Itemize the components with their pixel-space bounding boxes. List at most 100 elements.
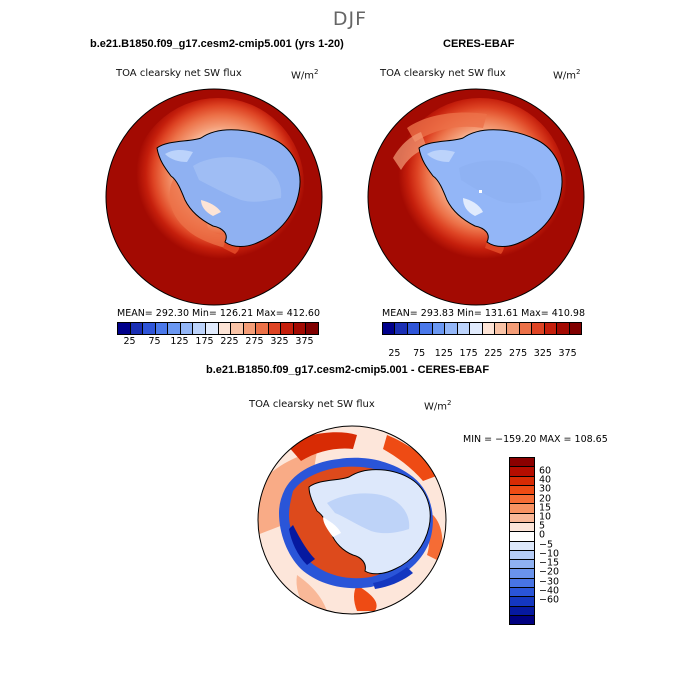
obs-variable-label: TOA clearsky net SW flux — [380, 68, 506, 79]
diff-colorbar-tick-label: −15 — [539, 557, 560, 569]
obs-colorbar-tick-label: 225 — [484, 348, 503, 359]
diff-colorbar-swatch — [510, 504, 534, 514]
obs-polar-map — [367, 88, 585, 306]
diff-colorbar-tick-label: 5 — [539, 520, 546, 532]
model-panel-title: b.e21.B1850.f09_g17.cesm2-cmip5.001 (yrs… — [90, 38, 344, 50]
model-colorbar-swatch — [118, 323, 131, 334]
obs-stats: MEAN= 293.83 Min= 131.61 Max= 410.98 — [382, 308, 586, 319]
model-colorbar-tick-label: 125 — [170, 336, 189, 347]
obs-colorbar-tick-label: 275 — [509, 348, 528, 359]
diff-colorbar-swatch — [510, 532, 534, 542]
diff-colorbar-tick-label: 30 — [539, 483, 552, 495]
diff-colorbar-swatch — [510, 467, 534, 477]
diff-colorbar-tick-label: −30 — [539, 576, 560, 587]
diff-colorbar-ticks: 60 40 30 20 15 10 5 0 −5 −10 −15 −20 −30 −40 −60 — [539, 457, 579, 623]
model-colorbar-tick-label: 375 — [295, 336, 314, 347]
obs-colorbar-swatch — [507, 323, 520, 334]
diff-colorbar-tick-label: 20 — [539, 493, 552, 504]
diff-colorbar-tick-label: 60 — [539, 465, 552, 477]
model-colorbar-tick-label: 325 — [270, 336, 289, 347]
model-colorbar-ticks: 25 75 125 175 225 275 325 375 — [117, 336, 317, 348]
obs-colorbar-swatch — [482, 323, 495, 334]
obs-panel-title: CERES-EBAF — [443, 38, 515, 50]
obs-colorbar-swatch — [407, 323, 421, 334]
obs-colorbar-tick-label: 75 — [413, 348, 426, 359]
diff-polar-map — [257, 425, 447, 615]
model-colorbar-swatch — [143, 323, 156, 334]
diff-colorbar-tick-label: −60 — [539, 594, 560, 606]
model-colorbar-swatch — [293, 323, 307, 334]
model-colorbar-swatch — [243, 323, 257, 334]
obs-colorbar-swatch — [494, 323, 508, 334]
diff-colorbar-swatch — [510, 606, 534, 616]
model-stats: MEAN= 292.30 Min= 126.21 Max= 412.60 — [117, 308, 321, 319]
diff-colorbar-tick-label: 40 — [539, 474, 552, 486]
model-colorbar-swatch — [256, 323, 269, 334]
model-colorbar-swatch — [155, 323, 169, 334]
diff-colorbar-tick-label: 0 — [539, 529, 546, 541]
obs-colorbar-tick-label: 375 — [558, 348, 577, 359]
model-colorbar-swatch — [218, 323, 232, 334]
obs-colorbar-swatch — [457, 323, 471, 334]
model-colorbar-tick-label: 25 — [123, 336, 136, 347]
diff-colorbar-swatch — [510, 485, 534, 496]
obs-colorbar-swatch — [445, 323, 458, 334]
obs-colorbar — [382, 322, 582, 335]
diff-colorbar-tick-label: −10 — [539, 548, 560, 560]
model-colorbar-tick-label: 75 — [148, 336, 161, 347]
season-title: DJF — [332, 8, 368, 30]
diff-colorbar-swatch — [510, 495, 534, 505]
diff-units-label: W/m2 — [424, 399, 452, 413]
obs-colorbar-swatch — [532, 323, 545, 334]
diff-colorbar-swatch — [510, 458, 534, 468]
diff-panel-title: b.e21.B1850.f09_g17.cesm2-cmip5.001 - CE… — [206, 364, 490, 376]
obs-colorbar-swatch — [395, 323, 408, 334]
diff-colorbar-swatch — [510, 513, 534, 523]
model-colorbar-swatch — [306, 323, 318, 334]
model-colorbar-swatch — [180, 323, 194, 334]
model-colorbar-swatch — [231, 323, 244, 334]
diff-colorbar-tick-label: −20 — [539, 566, 560, 578]
obs-colorbar-swatch — [569, 323, 581, 334]
obs-colorbar-ticks: 25 75 125 175 225 275 325 375 — [382, 348, 580, 360]
diff-colorbar-swatch — [510, 476, 534, 486]
model-colorbar-swatch — [281, 323, 294, 334]
obs-colorbar-tick-label: 125 — [434, 348, 453, 359]
model-colorbar — [117, 322, 319, 335]
model-colorbar-swatch — [130, 323, 144, 334]
model-polar-map — [105, 88, 323, 306]
model-colorbar-swatch — [268, 323, 282, 334]
model-colorbar-swatch — [205, 323, 219, 334]
diff-variable-label: TOA clearsky net SW flux — [249, 399, 375, 410]
obs-colorbar-swatch — [519, 323, 533, 334]
model-units-label: W/m2 — [291, 68, 319, 82]
obs-colorbar-tick-label: 325 — [533, 348, 552, 359]
model-colorbar-tick-label: 175 — [195, 336, 214, 347]
model-variable-label: TOA clearsky net SW flux — [116, 68, 242, 79]
obs-colorbar-swatch — [432, 323, 446, 334]
obs-colorbar-swatch — [557, 323, 570, 334]
model-colorbar-tick-label: 275 — [245, 336, 264, 347]
model-colorbar-swatch — [168, 323, 181, 334]
diff-colorbar-swatch — [510, 578, 534, 588]
diff-colorbar-tick-label: −5 — [539, 539, 554, 551]
obs-units-label: W/m2 — [553, 68, 581, 82]
diff-colorbar-tick-label: −40 — [539, 585, 560, 597]
obs-colorbar-tick-label: 175 — [459, 348, 478, 359]
model-colorbar-swatch — [193, 323, 206, 334]
diff-colorbar-swatch — [510, 615, 534, 625]
obs-colorbar-swatch — [420, 323, 433, 334]
obs-colorbar-swatch — [470, 323, 483, 334]
model-colorbar-tick-label: 225 — [220, 336, 239, 347]
diff-colorbar-swatch — [510, 550, 534, 561]
diff-colorbar-swatch — [510, 560, 534, 570]
diff-colorbar — [509, 457, 535, 625]
diff-colorbar-swatch — [510, 522, 534, 533]
diff-colorbar-tick-label: 15 — [539, 502, 552, 514]
diff-colorbar-swatch — [510, 569, 534, 579]
diff-colorbar-tick-label: 10 — [539, 511, 552, 523]
obs-colorbar-swatch — [383, 323, 396, 334]
diff-colorbar-swatch — [510, 541, 534, 551]
obs-colorbar-tick-label: 25 — [388, 348, 401, 359]
diff-colorbar-swatch — [510, 597, 534, 607]
